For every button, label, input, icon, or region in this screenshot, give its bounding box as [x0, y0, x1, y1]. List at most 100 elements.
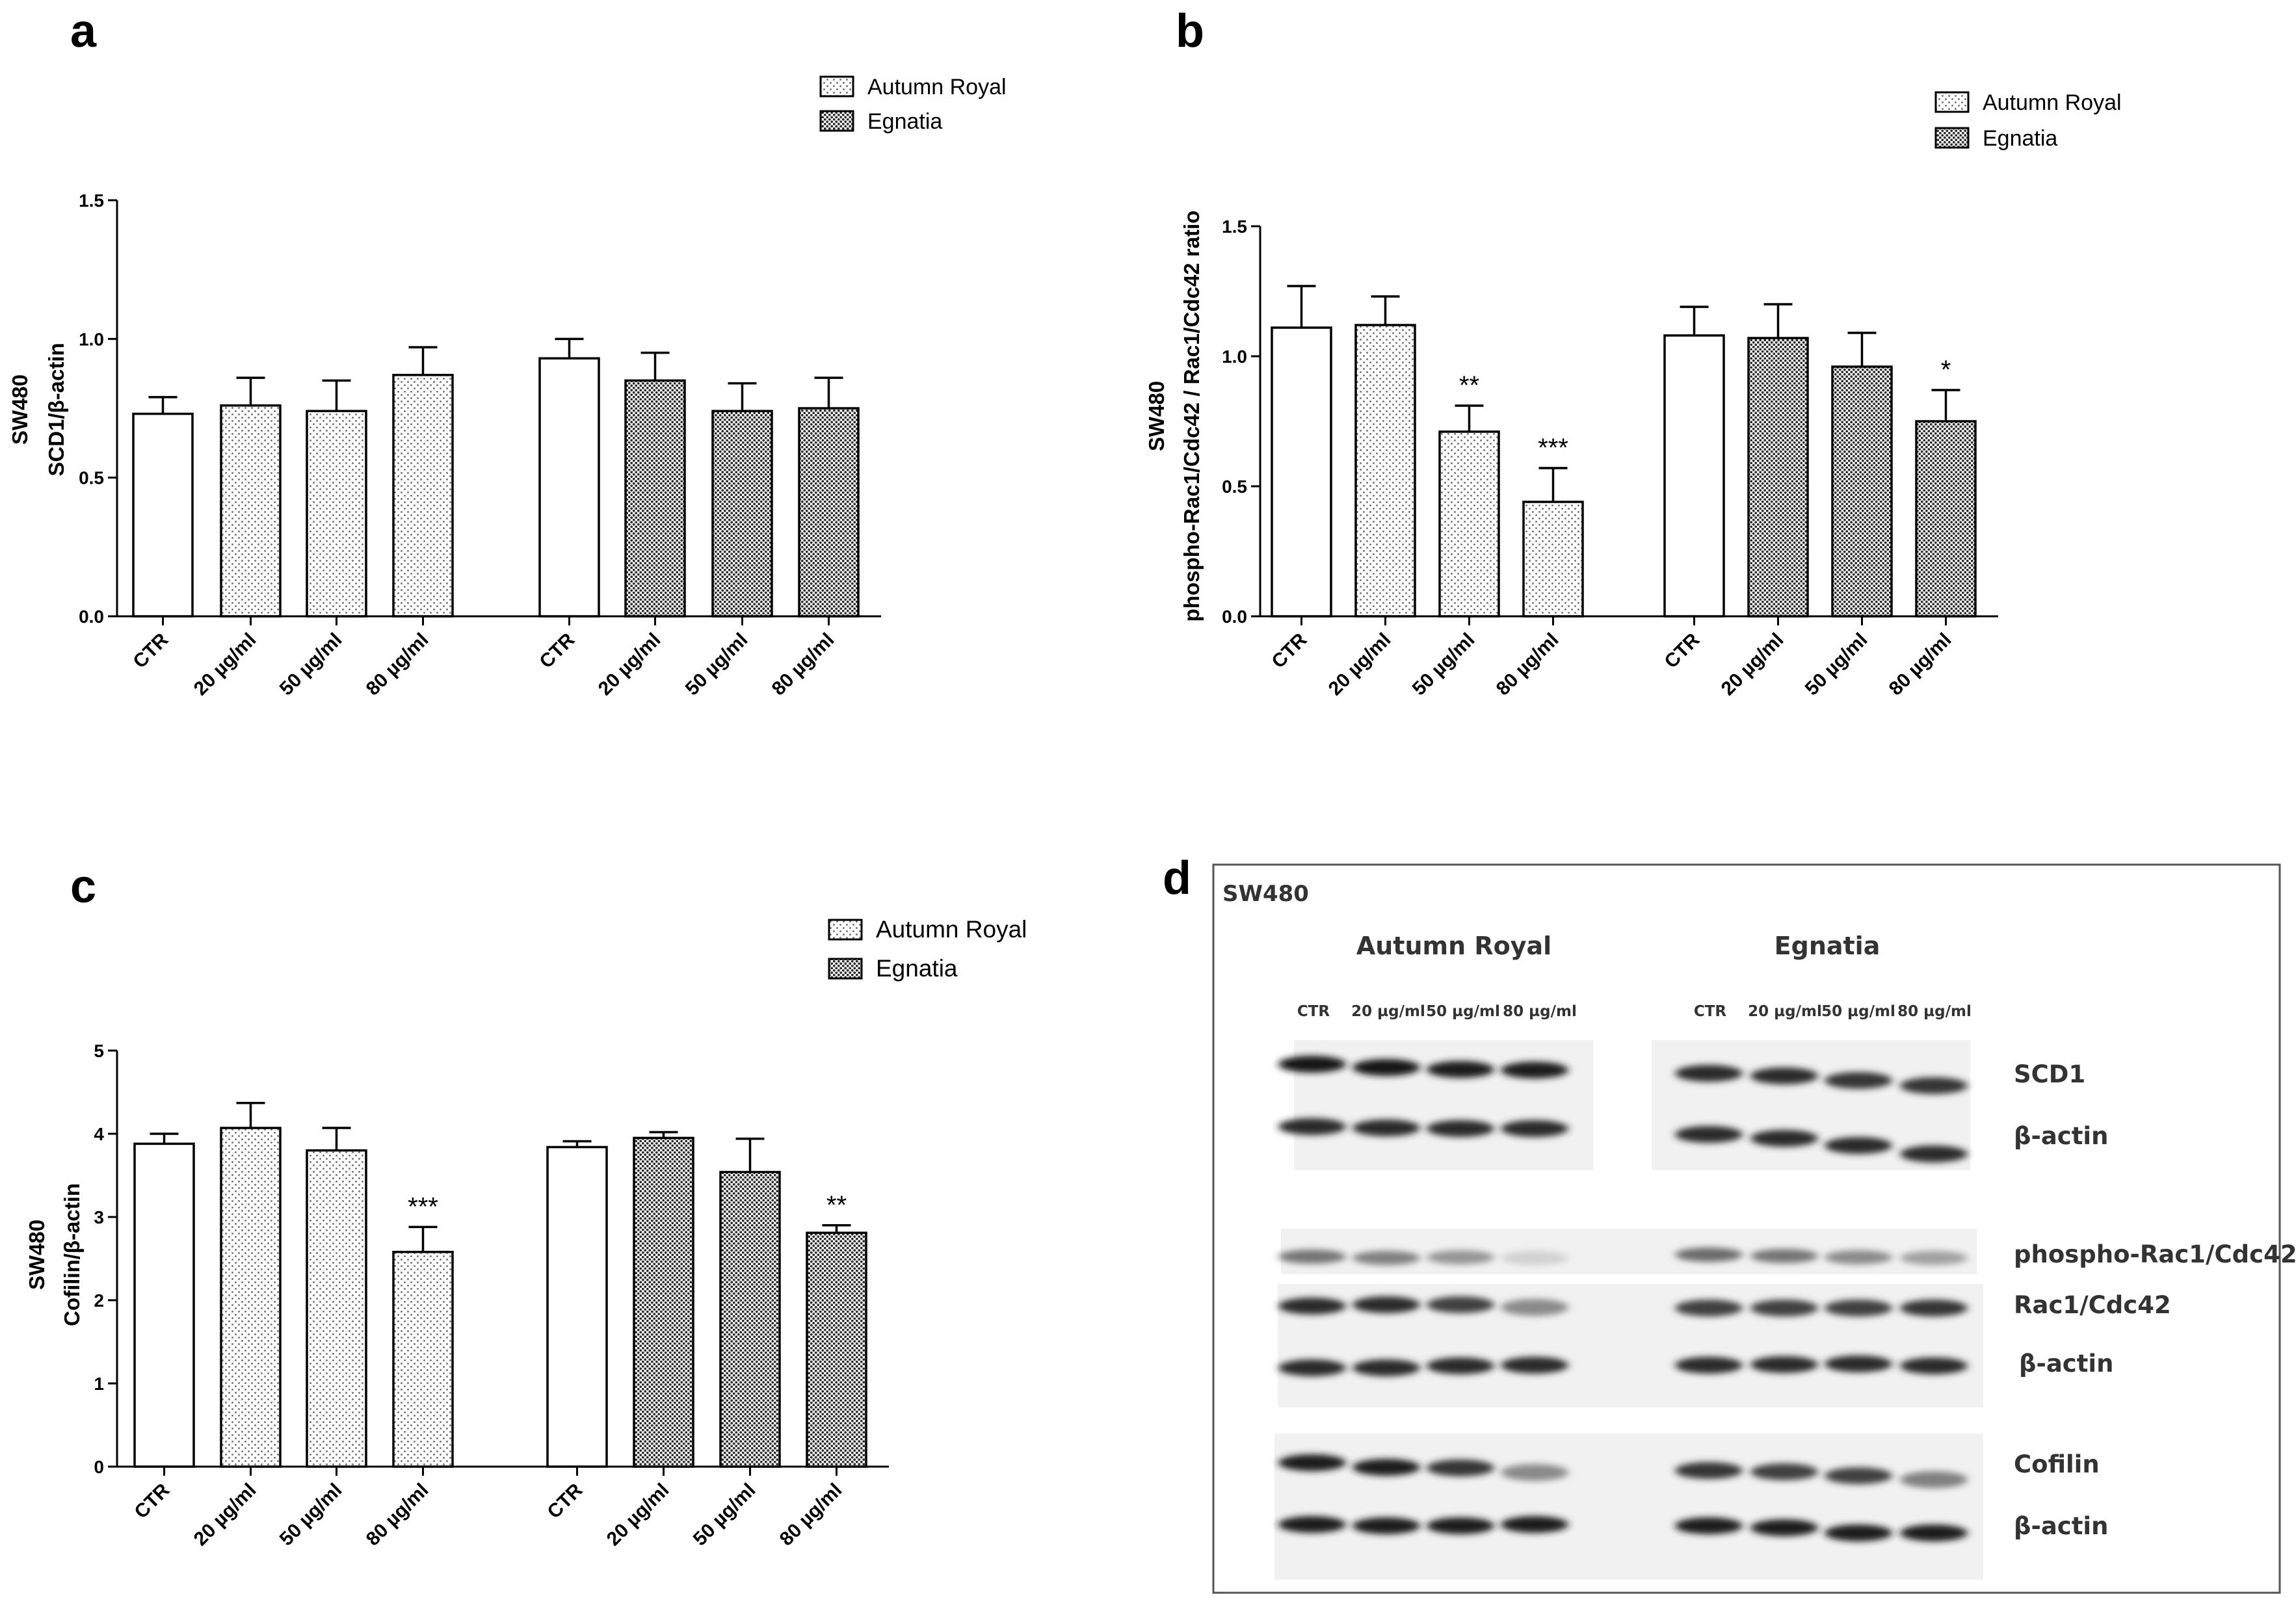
blot-lane-label: 20 µg/ml	[1748, 1003, 1822, 1020]
legend-swatch	[819, 75, 854, 98]
x-tick-label: 20 µg/ml	[190, 1480, 261, 1550]
blot-band	[1900, 1251, 1968, 1265]
x-tick-label: 80 µg/ml	[362, 1480, 433, 1550]
y-axis-label-line1: SW480	[25, 1220, 49, 1290]
blot-band	[1353, 1359, 1420, 1376]
blot-band	[1427, 1517, 1494, 1534]
x-tick-label: 50 µg/ml	[276, 629, 347, 700]
blot-band	[1825, 1355, 1892, 1372]
bar	[1271, 326, 1332, 618]
bar	[392, 1251, 454, 1468]
significance-mark: ***	[408, 1192, 438, 1221]
blot-protein-label: β-actin	[2014, 1122, 2108, 1150]
blot-group-title: Egnatia	[1775, 932, 1880, 960]
blot-band	[1278, 1359, 1346, 1376]
blot-band	[1900, 1145, 1968, 1162]
blot-band	[1750, 1300, 1818, 1316]
bar	[132, 412, 194, 618]
blot-band	[1278, 1454, 1346, 1471]
y-axis-label-line2: Cofilin/β-actin	[60, 1183, 84, 1326]
x-tick-label: 80 µg/ml	[768, 629, 839, 700]
y-axis-label-line1: SW480	[8, 374, 32, 445]
y-tick-label: 4	[94, 1124, 104, 1144]
x-tick-label: 50 µg/ml	[1801, 629, 1872, 700]
blot-band	[1750, 1463, 1818, 1480]
bar	[1354, 324, 1416, 618]
blot-band	[1353, 1296, 1420, 1313]
blot-band	[1278, 1249, 1346, 1264]
blot-lane-label: 20 µg/ml	[1351, 1003, 1425, 1020]
blot-band	[1825, 1072, 1892, 1089]
y-axis-label-line2: SCD1/β-actin	[44, 343, 68, 476]
legend-swatch	[828, 919, 863, 941]
bar	[624, 379, 686, 618]
y-tick-label: 1.0	[79, 329, 104, 349]
blot-band	[1501, 1120, 1568, 1137]
blot-band	[1501, 1251, 1568, 1265]
blot-band	[1501, 1464, 1568, 1481]
blot-band	[1675, 1300, 1743, 1316]
blot-protein-label: Rac1/Cdc42	[2014, 1291, 2171, 1319]
blot-band	[1353, 1459, 1420, 1476]
y-axis-label-line1: SW480	[1144, 381, 1168, 451]
blot-band	[1825, 1524, 1892, 1541]
y-tick-label: 3	[94, 1207, 104, 1227]
bar	[220, 404, 282, 618]
panel-label-b: b	[1176, 5, 1204, 57]
legend-swatch	[1934, 91, 1970, 113]
y-tick-label: 0.5	[79, 468, 104, 488]
blot-band	[1900, 1471, 1968, 1488]
bar	[1915, 420, 1977, 618]
blot-band	[1427, 1357, 1494, 1374]
blot-band	[1427, 1120, 1494, 1137]
x-tick-label: 20 µg/ml	[1325, 629, 1395, 700]
x-tick-label: CTR	[131, 1479, 174, 1523]
blot-lane-label: 80 µg/ml	[1503, 1003, 1577, 1020]
blot-band	[1501, 1357, 1568, 1374]
blot-protein-label: SCD1	[2014, 1060, 2085, 1088]
bar	[220, 1127, 282, 1468]
blot-band	[1353, 1517, 1420, 1534]
blot-protein-label: β-actin	[2014, 1512, 2108, 1540]
blot-protein-label: phospho-Rac1/Cdc42	[2014, 1240, 2296, 1268]
bar	[1663, 334, 1725, 618]
panel-label-c: c	[70, 861, 96, 913]
x-tick-label: CTR	[129, 629, 173, 672]
bar	[711, 410, 773, 618]
blot-lane-label: CTR	[1694, 1003, 1727, 1020]
legend-swatch	[819, 110, 854, 132]
legend-label: Autumn Royal	[1983, 90, 2122, 115]
legend-label: Autumn Royal	[876, 916, 1027, 943]
blot-band	[1675, 1517, 1743, 1534]
x-tick-label: 50 µg/ml	[689, 1480, 760, 1550]
chart-panel-a: 0.0 0.5 1.0 1.5 SW480 SCD1/β-actin CTR 20 µg/ml…	[8, 75, 1007, 700]
blot-band	[1353, 1059, 1420, 1076]
x-tick-label: 20 µg/ml	[1717, 629, 1788, 700]
blot-group-title: Autumn Royal	[1356, 932, 1551, 960]
blot-band	[1900, 1357, 1968, 1374]
bar	[719, 1171, 781, 1468]
blot-membrane	[1639, 1433, 1983, 1580]
legend-label: Egnatia	[867, 109, 942, 134]
significance-mark: *	[1941, 356, 1951, 384]
y-tick-label: 1.0	[1222, 347, 1247, 367]
x-tick-label: CTR	[1268, 629, 1312, 672]
significance-mark: **	[826, 1191, 847, 1220]
bar	[806, 1231, 867, 1468]
blot-band	[1501, 1299, 1568, 1316]
legend-swatch	[828, 958, 863, 980]
blot-cell-line: SW480	[1222, 881, 1309, 907]
y-tick-label: 0.0	[1222, 607, 1247, 627]
blot-band	[1427, 1250, 1494, 1264]
blot-band	[1675, 1126, 1743, 1143]
significance-mark: **	[1459, 371, 1479, 400]
legend-label: Egnatia	[876, 955, 958, 982]
blot-band	[1825, 1137, 1892, 1154]
bar	[392, 374, 454, 618]
blot-membrane	[1274, 1433, 1645, 1580]
y-tick-label: 0.0	[79, 607, 104, 627]
blot-lane-label: 50 µg/ml	[1426, 1003, 1500, 1020]
